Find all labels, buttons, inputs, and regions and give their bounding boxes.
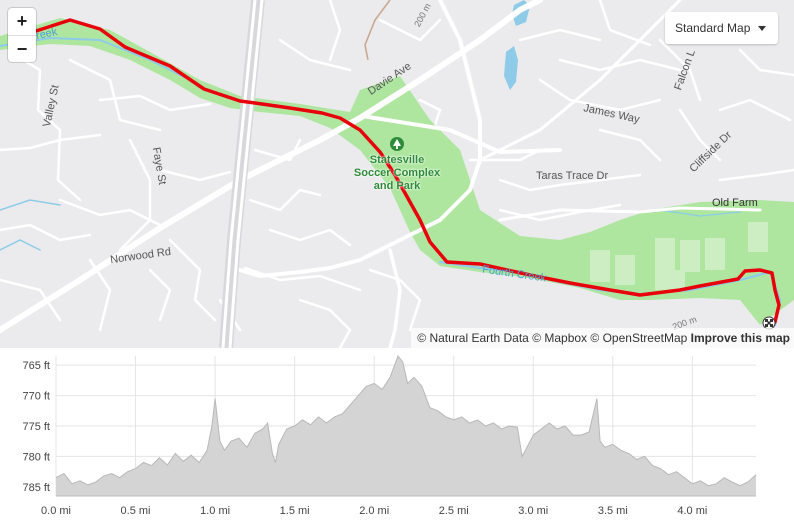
x-tick-label: 2.5 mi <box>439 505 469 517</box>
park-name-label[interactable]: Statesville Soccer Complex and Park <box>350 154 444 193</box>
park-name-line-2: Soccer Complex <box>353 167 441 179</box>
attribution-natural-earth[interactable]: © Natural Earth Data <box>417 331 529 345</box>
park-tree-icon <box>390 137 404 151</box>
zoom-in-button[interactable]: + <box>16 11 28 31</box>
minor-streets <box>0 0 794 348</box>
x-tick-label: 4.0 mi <box>677 505 707 517</box>
park-name-line-1: Statesville <box>369 154 425 166</box>
x-tick-label: 3.0 mi <box>518 505 548 517</box>
route-map[interactable]: Valley St Faye St Norwood Rd Davie Ave J… <box>0 0 794 348</box>
interstate-highway <box>219 0 265 348</box>
x-tick-label: 0.5 mi <box>121 505 151 517</box>
finish-flag-icon <box>762 316 776 330</box>
x-tick-label: 1.0 mi <box>200 505 230 517</box>
x-tick-label: 0.0 mi <box>41 505 71 517</box>
caret-down-icon <box>758 26 766 31</box>
route-line <box>34 18 781 324</box>
map-canvas[interactable] <box>0 0 794 348</box>
elevation-chart[interactable]: 785 ft 780 ft 775 ft 770 ft 765 ft 0.0 mi 0.5 … <box>0 348 794 528</box>
y-tick-label: 775 ft <box>22 421 50 433</box>
y-tick-label: 780 ft <box>22 451 50 463</box>
y-tick-label: 765 ft <box>22 360 50 372</box>
y-tick-label: 770 ft <box>22 391 50 403</box>
map-attribution: © Natural Earth Data © Mapbox © OpenStre… <box>411 328 794 348</box>
elevation-profile: 785 ft 780 ft 775 ft 770 ft 765 ft 0.0 mi 0.5 … <box>0 348 794 528</box>
zoom-out-button[interactable]: − <box>8 35 36 62</box>
y-tick-label: 785 ft <box>22 482 50 494</box>
x-tick-label: 1.5 mi <box>280 505 310 517</box>
map-style-value: Standard Map <box>675 21 751 35</box>
major-roads <box>0 0 762 348</box>
park-areas <box>0 18 794 325</box>
street-label-taras: Taras Trace Dr <box>536 170 609 182</box>
dirt-track <box>364 0 391 61</box>
park-name-line-3: and Park <box>373 180 421 192</box>
attribution-osm[interactable]: © OpenStreetMap <box>590 331 688 345</box>
x-tick-label: 3.5 mi <box>598 505 628 517</box>
zoom-controls: + − <box>8 8 36 62</box>
map-style-select[interactable]: Standard Map <box>665 12 778 44</box>
elevation-area <box>56 356 756 496</box>
attribution-mapbox[interactable]: © Mapbox <box>532 331 588 345</box>
elevation-line <box>55 354 757 487</box>
improve-map-link[interactable]: Improve this map <box>690 331 790 345</box>
x-tick-label: 2.0 mi <box>359 505 389 517</box>
street-label-old-farm: Old Farm <box>712 197 758 209</box>
park-field-markings <box>590 222 768 290</box>
